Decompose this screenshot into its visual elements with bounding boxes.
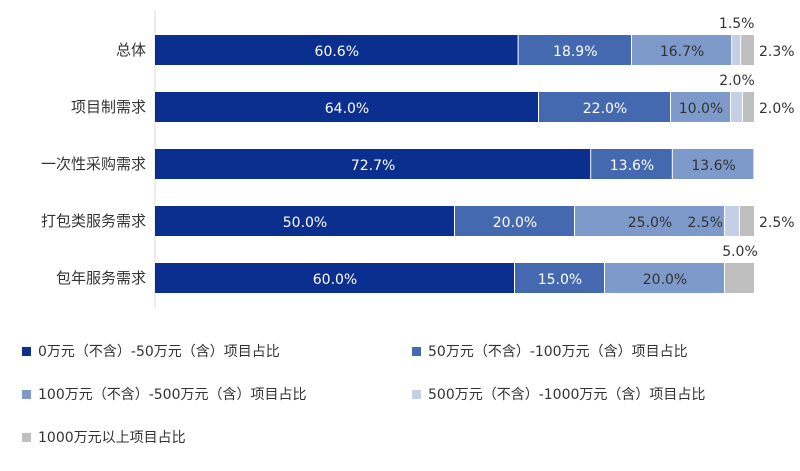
legend-swatch (412, 347, 421, 356)
legend-label: 100万元（不含）-500万元（含）项目占比 (38, 387, 307, 403)
data-label: 16.7% (660, 44, 704, 60)
bar-segment (740, 206, 754, 236)
bar-segment (575, 206, 724, 236)
data-label: 60.0% (313, 272, 357, 288)
bar-segment (539, 92, 670, 122)
category-label: 打包类服务需求 (41, 212, 146, 230)
bar-segment (605, 263, 724, 293)
bar-segment (632, 35, 732, 65)
category-label: 总体 (116, 41, 146, 59)
bar-segment (741, 35, 754, 65)
bar-segment (725, 263, 754, 293)
data-label: 22.0% (583, 101, 627, 117)
legend-swatch (22, 390, 31, 399)
bar-segment (725, 206, 739, 236)
bar-segment (731, 92, 742, 122)
legend-item: 50万元（不含）-100万元（含）项目占比 (412, 343, 688, 361)
data-label: 13.6% (691, 158, 735, 174)
data-label: 5.0% (722, 244, 758, 260)
data-label: 10.0% (679, 101, 723, 117)
data-label: 64.0% (325, 101, 369, 117)
data-label: 2.0% (759, 101, 795, 117)
data-label: 13.6% (610, 158, 654, 174)
data-label: 2.5% (759, 215, 795, 231)
bar-segment (155, 263, 514, 293)
bar-segment (155, 149, 591, 179)
bar-segment (671, 92, 730, 122)
bar-segment (743, 92, 754, 122)
data-label: 1.5% (719, 16, 755, 32)
legend-label: 1000万元以上项目占比 (38, 430, 186, 446)
data-label: 18.9% (553, 44, 597, 60)
legend-swatch (22, 433, 31, 442)
legend-swatch (412, 390, 421, 399)
bar-segment (515, 263, 604, 293)
category-label: 包年服务需求 (56, 269, 146, 287)
data-label: 2.0% (719, 73, 755, 89)
category-label: 一次性采购需求 (41, 155, 146, 173)
bar-segment (518, 35, 631, 65)
category-label: 项目制需求 (71, 98, 146, 116)
data-label: 2.3% (759, 44, 795, 60)
data-label: 15.0% (538, 272, 582, 288)
bar-segment (591, 149, 672, 179)
data-label: 20.0% (493, 215, 537, 231)
bar-segment (155, 35, 518, 65)
data-label: 60.6% (315, 44, 359, 60)
data-label: 25.0% (628, 215, 672, 231)
data-label: 72.7% (351, 158, 395, 174)
legend-item: 0万元（不含）-50万元（含）项目占比 (22, 343, 280, 361)
data-label: 20.0% (643, 272, 687, 288)
legend-label: 50万元（不含）-100万元（含）项目占比 (428, 344, 688, 360)
legend-label: 500万元（不含）-1000万元（含）项目占比 (428, 387, 706, 403)
legend-swatch (22, 347, 31, 356)
legend-item: 1000万元以上项目占比 (22, 429, 186, 447)
legend-item: 100万元（不含）-500万元（含）项目占比 (22, 386, 307, 404)
legend-label: 0万元（不含）-50万元（含）项目占比 (38, 344, 280, 360)
bar-segment (155, 206, 454, 236)
data-label: 50.0% (283, 215, 327, 231)
bar-segment (672, 149, 754, 179)
data-label: 2.5% (687, 215, 723, 231)
legend-item: 500万元（不含）-1000万元（含）项目占比 (412, 386, 705, 404)
bar-segment (155, 92, 538, 122)
bar-segment (732, 35, 741, 65)
bar-segment (455, 206, 574, 236)
